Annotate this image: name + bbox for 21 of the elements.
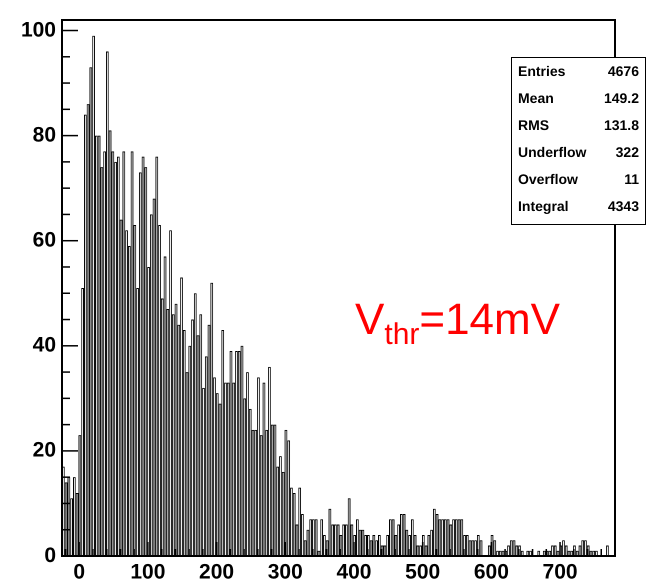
y-tick-label: 0 <box>44 544 56 567</box>
y-tick-label: 80 <box>32 123 56 146</box>
annotation: V$_{thr}$=14mV <box>355 295 560 352</box>
text: Overflow 11 <box>518 171 639 187</box>
text: Mean 149.2 <box>518 90 639 106</box>
text: Integral 4343 <box>518 198 639 214</box>
text: RMS 131.8 <box>518 117 639 133</box>
x-tick-label: 200 <box>199 560 234 584</box>
x-tick-label: 700 <box>542 560 578 584</box>
x-tick-label: 600 <box>474 560 509 584</box>
y-tick-label: 20 <box>32 438 56 462</box>
text: Underflow 322 <box>518 144 639 160</box>
x-tick-label: 400 <box>336 560 372 584</box>
y-tick-label: 100 <box>20 18 56 42</box>
text: Entries 4676 <box>518 63 639 79</box>
x-tick-label: 300 <box>268 560 303 584</box>
x-tick-label: 0 <box>73 560 86 584</box>
y-tick-label: 60 <box>32 228 56 252</box>
x-tick-label: 500 <box>405 560 440 584</box>
x-tick-label: 100 <box>130 560 166 584</box>
y-tick-label: 40 <box>32 334 56 357</box>
